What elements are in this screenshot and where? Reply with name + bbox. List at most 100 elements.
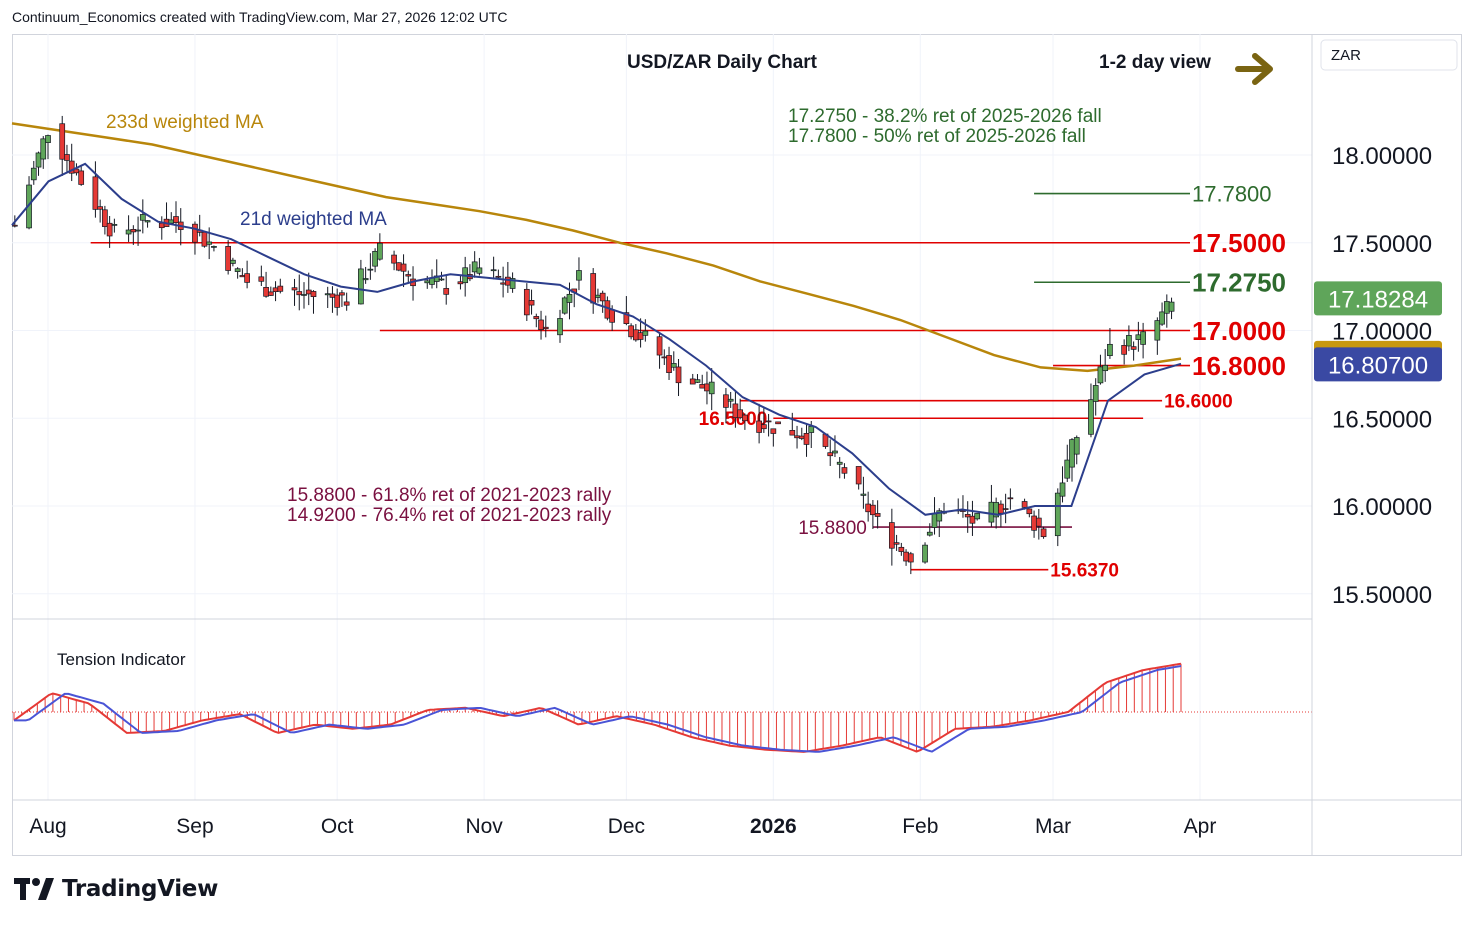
candle-body bbox=[964, 514, 971, 518]
candle-body bbox=[1121, 345, 1127, 355]
candle-body bbox=[1031, 515, 1037, 531]
candle-body bbox=[206, 241, 213, 245]
fib-resistance-2: 17.7800 - 50% ret of 2025-2026 fall bbox=[788, 126, 1086, 147]
candle-body bbox=[723, 394, 729, 408]
candle-body bbox=[557, 318, 563, 336]
candle-body bbox=[870, 504, 876, 516]
candle-body bbox=[111, 224, 118, 226]
candle-body bbox=[78, 170, 85, 185]
candle-body bbox=[1035, 517, 1042, 527]
level-label: 17.7800 bbox=[1192, 182, 1272, 207]
level-label: 15.6370 bbox=[1050, 561, 1119, 582]
candle-body bbox=[1021, 501, 1028, 508]
candle-body bbox=[1140, 331, 1146, 345]
candle-body bbox=[661, 356, 668, 359]
candle-body bbox=[144, 220, 151, 223]
view-arrow-icon bbox=[1235, 53, 1273, 85]
candle-body bbox=[324, 293, 331, 296]
level-label: 17.2750 bbox=[1192, 268, 1286, 298]
candle-body bbox=[135, 229, 141, 232]
candle-body bbox=[35, 152, 42, 168]
candle-body bbox=[737, 409, 743, 419]
candle-body bbox=[789, 430, 796, 436]
y-tick-label: 16.50000 bbox=[1332, 406, 1432, 433]
candle-body bbox=[974, 513, 981, 520]
price-badge-value: 17.18284 bbox=[1328, 286, 1428, 313]
candle-body bbox=[637, 332, 644, 340]
currency-label[interactable]: ZAR bbox=[1331, 47, 1361, 64]
candle-body bbox=[443, 288, 450, 295]
tradingview-logo[interactable]: TradingView bbox=[14, 876, 218, 902]
candle-body bbox=[362, 278, 369, 281]
fib-resistance-1: 17.2750 - 38.2% ret of 2025-2026 fall bbox=[788, 106, 1102, 127]
candle-body bbox=[438, 278, 445, 281]
candle-body bbox=[770, 428, 777, 434]
candle-body bbox=[689, 378, 696, 385]
candle-body bbox=[1163, 301, 1170, 314]
candle-body bbox=[471, 261, 478, 273]
candle-body bbox=[64, 154, 70, 161]
candle-body bbox=[97, 206, 103, 210]
candle-body bbox=[310, 291, 317, 298]
candle-body bbox=[694, 379, 701, 383]
candle-body bbox=[727, 398, 734, 402]
x-tick-label: Sep bbox=[176, 815, 213, 838]
candle-body bbox=[1059, 482, 1066, 497]
candle-body bbox=[860, 493, 867, 496]
ma21-label: 21d weighted MA bbox=[240, 209, 387, 230]
candle-body bbox=[500, 282, 506, 285]
candle-body bbox=[490, 269, 497, 272]
candle-body bbox=[523, 288, 530, 316]
candle-body bbox=[234, 268, 241, 272]
candle-body bbox=[576, 270, 582, 281]
candle-body bbox=[244, 273, 250, 283]
x-tick-label: Dec bbox=[608, 815, 645, 838]
candle-body bbox=[803, 432, 810, 445]
tension-label: Tension Indicator bbox=[57, 650, 186, 669]
candle-body bbox=[704, 383, 710, 392]
axes: 18.0000017.5000017.0000016.5000016.00000… bbox=[12, 34, 1462, 856]
candle-body bbox=[566, 293, 573, 303]
candle-body bbox=[898, 546, 905, 552]
candle-body bbox=[855, 466, 862, 485]
x-tick-label: Apr bbox=[1184, 815, 1217, 838]
candle-body bbox=[1135, 334, 1142, 340]
candle-body bbox=[775, 421, 781, 425]
candle-body bbox=[903, 551, 909, 562]
candle-body bbox=[1168, 301, 1175, 312]
candle-body bbox=[889, 522, 895, 549]
candle-body bbox=[301, 294, 307, 296]
candle-body bbox=[457, 281, 464, 285]
support-resistance-levels: 17.7800 17.5000 17.2750 17.0000 16.8000 16.60… bbox=[90, 182, 1286, 582]
candle-body bbox=[798, 435, 805, 439]
y-tick-label: 17.50000 bbox=[1332, 231, 1432, 258]
candle-body bbox=[931, 513, 938, 528]
candle-body bbox=[1026, 508, 1033, 515]
level-label: 16.6000 bbox=[1164, 392, 1233, 413]
candle-body bbox=[623, 312, 630, 324]
candle-body bbox=[1097, 366, 1104, 384]
candle-body bbox=[329, 293, 336, 298]
candle-body bbox=[609, 309, 615, 323]
candle-body bbox=[742, 414, 748, 422]
candle-body bbox=[1092, 385, 1099, 402]
candle-body bbox=[836, 461, 843, 465]
candle-body bbox=[808, 425, 815, 433]
candle-body bbox=[936, 510, 943, 522]
tension-line-slow bbox=[14, 665, 1182, 753]
candle-body bbox=[1040, 528, 1047, 538]
candle-body bbox=[832, 450, 838, 454]
candle-body bbox=[599, 292, 606, 302]
candle-body bbox=[865, 503, 871, 513]
candle-body bbox=[106, 222, 113, 237]
candle-body bbox=[561, 297, 568, 314]
candle-body bbox=[45, 135, 51, 143]
candle-body bbox=[130, 228, 137, 233]
fib-support-1: 15.8800 - 61.8% ret of 2021-2023 rally bbox=[287, 485, 612, 506]
tension-line-fast bbox=[13, 662, 1182, 753]
currency-selector bbox=[1320, 39, 1458, 71]
candle-body bbox=[258, 276, 265, 282]
candle-body bbox=[272, 287, 279, 293]
chart-frame[interactable] bbox=[12, 34, 1462, 856]
